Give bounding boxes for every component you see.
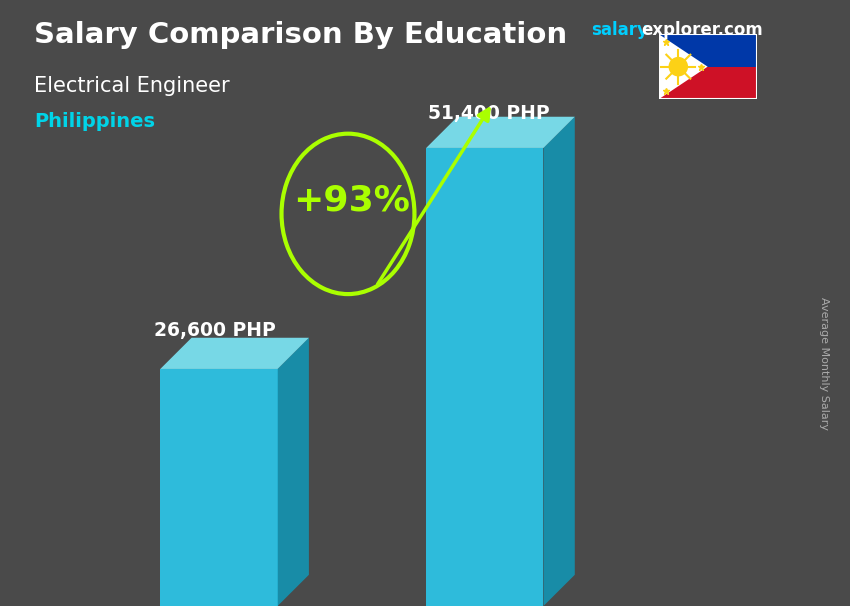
Polygon shape [426,117,575,148]
Polygon shape [659,34,756,67]
Text: Salary Comparison By Education: Salary Comparison By Education [34,21,567,49]
Text: explorer.com: explorer.com [642,21,763,39]
Text: +93%: +93% [293,184,411,218]
Polygon shape [659,34,707,99]
Polygon shape [426,148,543,606]
Text: 26,600 PHP: 26,600 PHP [154,321,276,341]
Polygon shape [659,67,756,99]
Circle shape [668,57,688,76]
Text: Electrical Engineer: Electrical Engineer [34,76,230,96]
Polygon shape [161,338,309,369]
Polygon shape [278,338,309,606]
Polygon shape [543,117,575,606]
Text: salary: salary [591,21,648,39]
Text: Average Monthly Salary: Average Monthly Salary [819,297,829,430]
Polygon shape [161,369,278,606]
Text: 51,400 PHP: 51,400 PHP [428,104,550,123]
Text: Philippines: Philippines [34,112,155,131]
